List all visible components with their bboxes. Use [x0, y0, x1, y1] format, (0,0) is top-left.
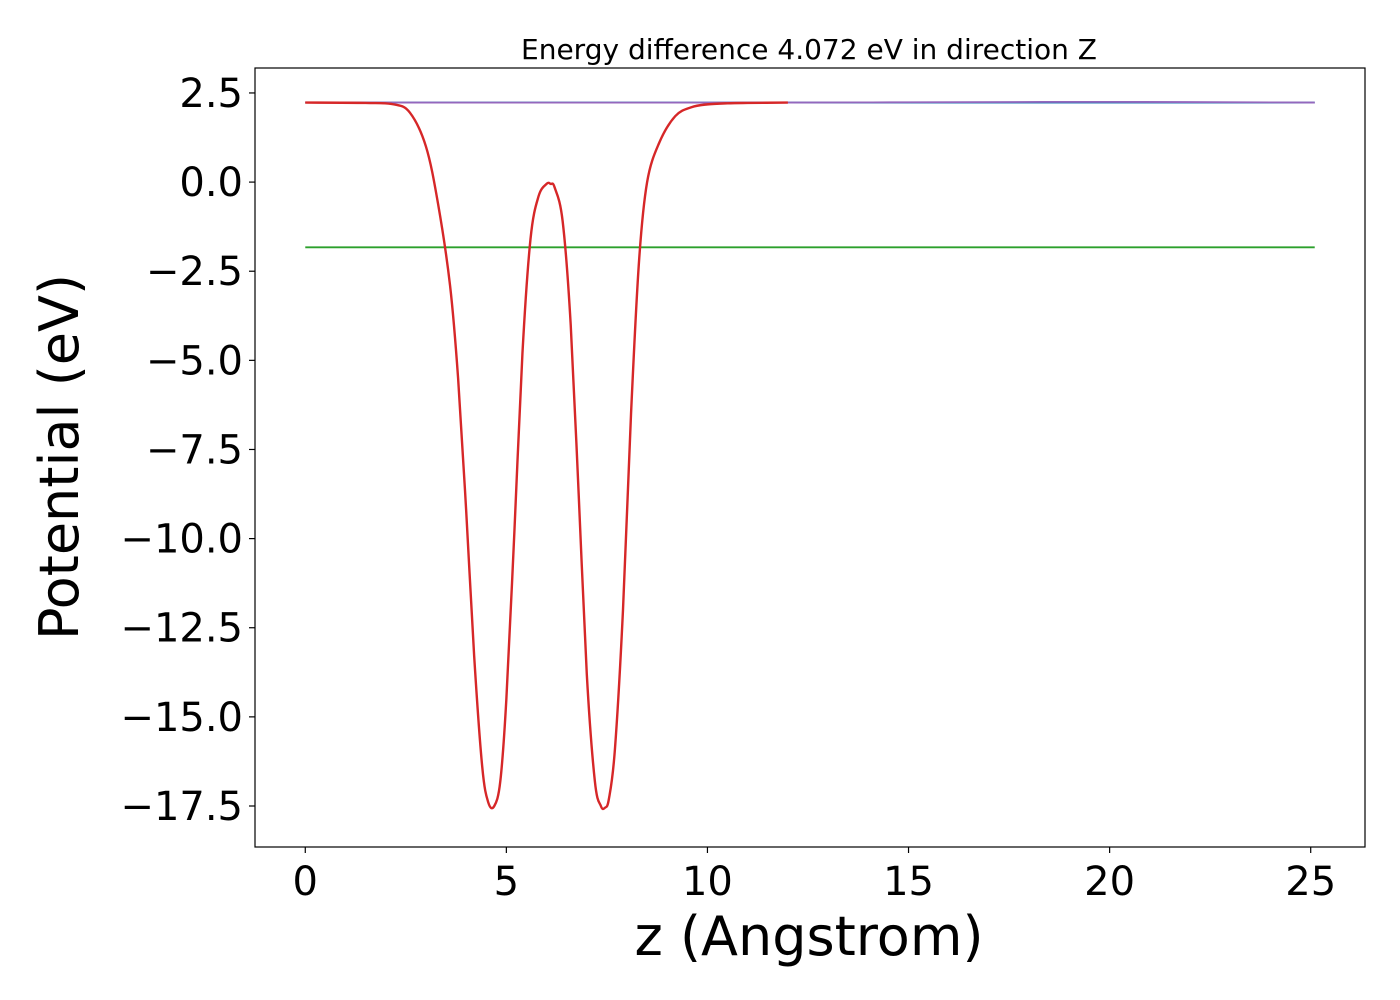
y-axis-label: Potential (eV)	[28, 274, 91, 640]
y-tick-label: −2.5	[146, 249, 243, 295]
x-tick-label: 20	[1084, 859, 1135, 905]
y-tick-label: −10.0	[120, 517, 243, 563]
x-tick-label: 15	[883, 859, 934, 905]
y-tick-label: −12.5	[120, 606, 243, 652]
y-tick-label: 2.5	[179, 71, 243, 117]
y-tick-label: 0.0	[179, 160, 243, 206]
series-line-3	[305, 100, 1315, 104]
y-tick-label: −17.5	[120, 784, 243, 830]
x-tick-label: 10	[682, 859, 733, 905]
series-layer	[305, 100, 1315, 811]
series-line-4	[305, 101, 788, 811]
y-tick-label: −15.0	[120, 695, 243, 741]
chart-title: Energy difference 4.072 eV in direction …	[521, 33, 1097, 66]
y-axis: 2.5 0.0 −2.5 −5.0 −7.5 −10.0 −12.5 −15.0 −17.5	[120, 71, 255, 830]
y-tick-label: −5.0	[146, 338, 243, 384]
x-tick-label: 5	[494, 859, 519, 905]
x-tick-label: 0	[293, 859, 318, 905]
x-tick-label: 25	[1285, 859, 1336, 905]
x-axis-label: z (Angstrom)	[634, 905, 983, 968]
plot-frame	[254, 67, 1366, 848]
x-axis: 0 5 10 15 20 25	[293, 847, 1336, 905]
y-tick-label: −7.5	[146, 427, 243, 473]
